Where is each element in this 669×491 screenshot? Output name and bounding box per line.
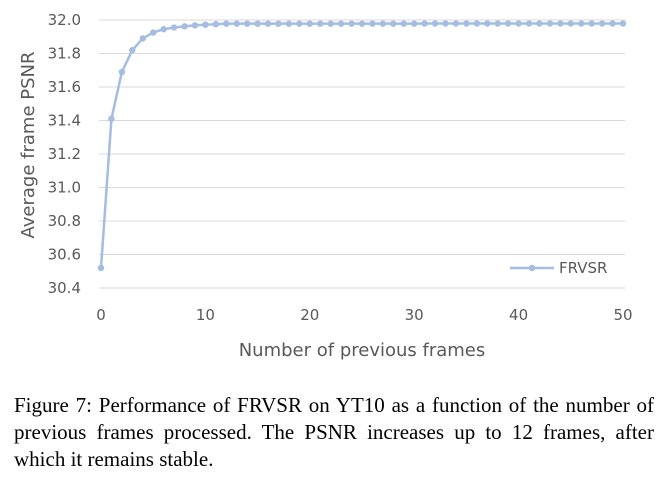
x-tick-label: 40: [509, 306, 528, 324]
data-point: [150, 29, 157, 36]
data-point: [379, 20, 387, 27]
legend-label-frvsr: FRVSR: [559, 259, 607, 277]
x-tick-label: 10: [196, 306, 215, 324]
series-frvsr: [97, 20, 627, 272]
data-point: [223, 20, 230, 27]
data-point: [348, 20, 355, 27]
data-point: [619, 20, 627, 27]
x-axis-title: Number of previous frames: [239, 340, 486, 361]
y-tick-label: 30.8: [48, 212, 81, 230]
legend: FRVSR: [510, 259, 607, 277]
y-tick-label: 31.0: [48, 179, 81, 197]
data-point: [515, 20, 522, 27]
data-point: [567, 20, 574, 27]
data-point: [275, 20, 282, 27]
y-tick-label: 30.6: [48, 246, 81, 264]
legend-marker: [528, 264, 536, 272]
data-point: [306, 20, 313, 27]
figure-caption: Figure 7: Performance of FRVSR on YT10 a…: [14, 393, 654, 471]
data-point: [296, 20, 303, 27]
data-point: [421, 20, 428, 27]
data-point: [463, 20, 470, 27]
y-tick-label: 32.0: [48, 11, 81, 29]
y-tick-label: 31.8: [48, 45, 81, 63]
y-tick-label: 30.4: [48, 279, 81, 297]
data-point: [546, 20, 554, 27]
data-point: [254, 20, 261, 27]
data-point: [578, 20, 585, 27]
y-tick-label: 31.2: [48, 145, 81, 163]
data-point: [431, 20, 439, 27]
data-point: [609, 20, 616, 27]
data-point: [108, 115, 115, 123]
data-point: [97, 264, 105, 272]
data-point: [202, 21, 209, 28]
data-point: [327, 20, 334, 27]
data-point: [191, 22, 199, 29]
data-point: [484, 20, 491, 27]
data-point: [525, 20, 533, 27]
data-point: [369, 20, 376, 27]
y-tick-label: 31.6: [48, 78, 81, 96]
data-point: [452, 20, 460, 27]
data-point: [264, 20, 272, 27]
data-point: [400, 20, 407, 27]
psnr-line-chart: 30.4 30.6 30.8 31.0 31.2 31.4 31.6 31.8 32.0 0 10…: [18, 11, 633, 361]
data-point: [442, 20, 449, 27]
data-point: [139, 35, 146, 42]
x-tick-label: 0: [96, 306, 106, 324]
data-point: [504, 20, 512, 27]
data-point: [285, 20, 293, 27]
x-tick-labels: 0 10 20 30 40 50: [96, 306, 632, 324]
data-point: [536, 20, 543, 27]
data-point: [170, 24, 178, 31]
data-point: [588, 20, 595, 27]
data-point: [233, 20, 240, 27]
data-point: [160, 26, 167, 33]
data-point: [129, 46, 136, 54]
x-tick-label: 20: [300, 306, 319, 324]
data-point: [390, 20, 397, 27]
data-point: [317, 20, 324, 27]
gridlines: [99, 19, 625, 289]
data-point: [411, 20, 418, 27]
y-axis-title: Average frame PSNR: [18, 52, 39, 239]
data-point: [598, 20, 606, 27]
y-tick-labels: 30.4 30.6 30.8 31.0 31.2 31.4 31.6 31.8 32.0: [48, 11, 81, 297]
data-point: [243, 20, 251, 27]
data-point: [337, 20, 345, 27]
x-tick-label: 30: [405, 306, 424, 324]
x-tick-label: 50: [613, 306, 632, 324]
data-point: [118, 68, 126, 76]
data-point: [358, 20, 366, 27]
data-point: [557, 20, 564, 27]
data-point: [212, 20, 220, 28]
data-point: [494, 20, 501, 27]
series-line: [99, 22, 623, 268]
y-tick-label: 31.4: [48, 112, 81, 130]
data-point: [181, 23, 188, 30]
data-point: [473, 20, 481, 27]
